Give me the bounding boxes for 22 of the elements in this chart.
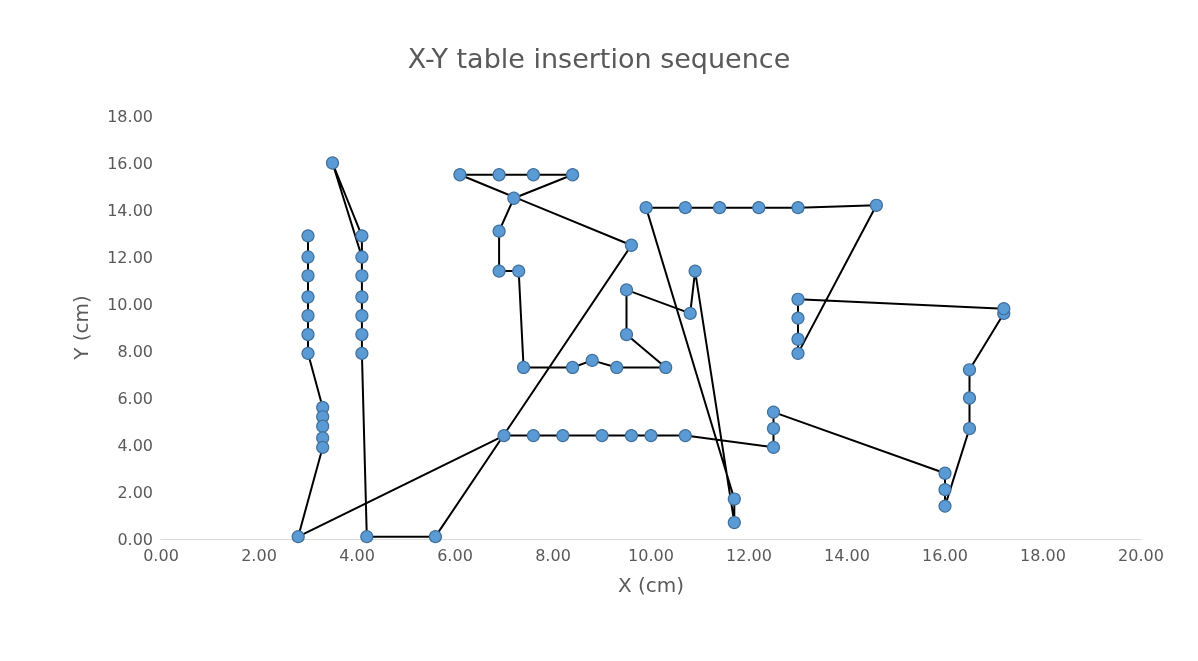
x-tick-label: 14.00	[824, 545, 870, 565]
x-tick-label: 20.00	[1118, 545, 1164, 565]
x-tick-label: 16.00	[922, 545, 968, 565]
x-tick-label: 12.00	[726, 545, 772, 565]
x-tick-label: 8.00	[535, 545, 571, 565]
y-tick-label: 12.00	[107, 247, 153, 267]
y-tick-label: 16.00	[107, 153, 153, 173]
y-tick-label: 14.00	[107, 200, 153, 220]
y-tick-label: 10.00	[107, 294, 153, 314]
x-tick-label: 18.00	[1020, 545, 1066, 565]
x-tick-label: 6.00	[437, 545, 473, 565]
x-tick-label: 2.00	[241, 545, 277, 565]
y-tick-label: 4.00	[117, 435, 153, 455]
y-tick-label: 18.00	[107, 106, 153, 126]
x-tick-label: 4.00	[339, 545, 375, 565]
chart-title: X-Y table insertion sequence	[407, 43, 791, 74]
x-axis-title: X (cm)	[617, 573, 685, 597]
y-tick-label: 8.00	[117, 341, 153, 361]
x-tick-label: 10.00	[628, 545, 674, 565]
y-tick-label: 2.00	[117, 482, 153, 502]
y-tick-label: 6.00	[117, 388, 153, 408]
y-axis-title: Y (cm)	[69, 295, 93, 361]
